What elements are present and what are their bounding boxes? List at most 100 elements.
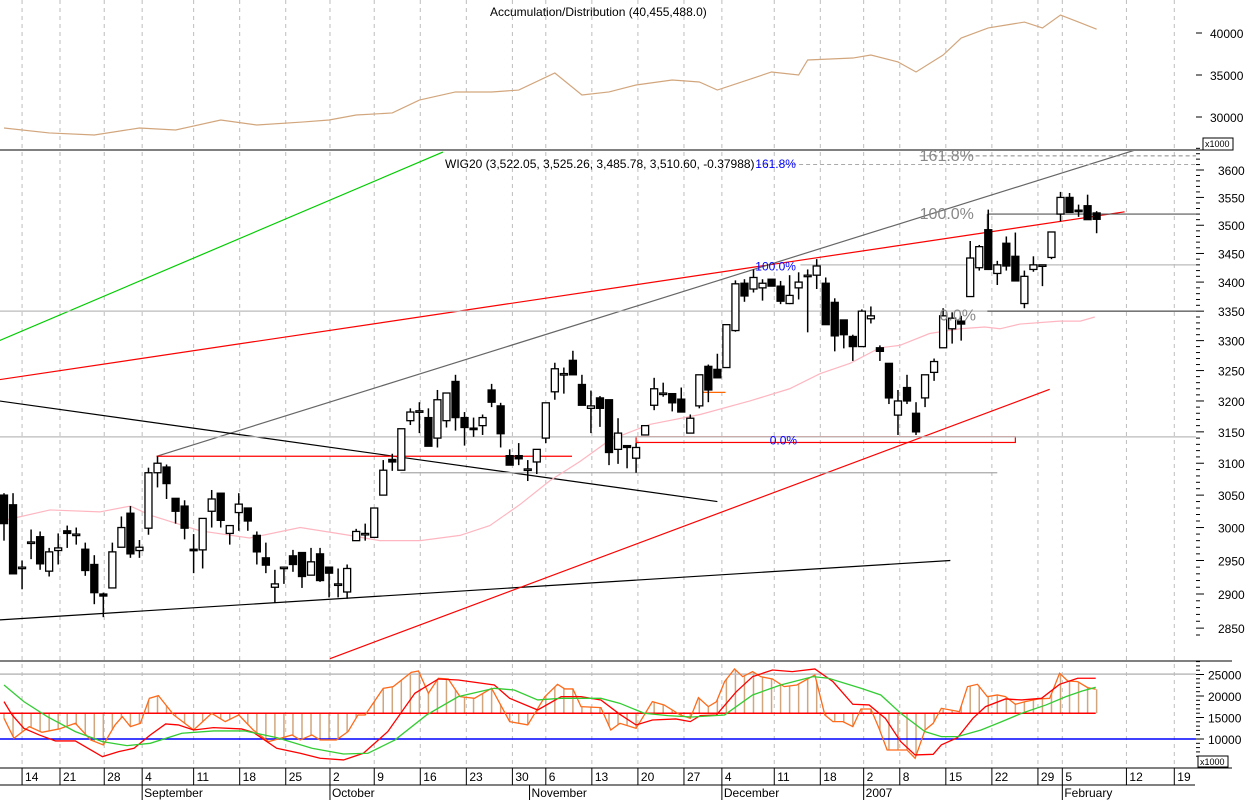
candle-down <box>677 398 686 413</box>
x-tick-label: 9 <box>377 770 384 784</box>
candle-up <box>550 368 559 393</box>
candle-down <box>514 455 523 460</box>
candle-up <box>695 374 704 407</box>
candle-up <box>523 468 532 472</box>
month-label: December <box>724 786 779 800</box>
candle-up <box>758 282 767 289</box>
candle-down <box>261 557 271 566</box>
candle-up <box>361 532 370 536</box>
candle-up <box>108 551 117 589</box>
candle-up <box>866 315 876 320</box>
candle-down <box>848 335 857 348</box>
candle-down <box>180 505 189 529</box>
candle-up <box>117 526 126 548</box>
x-tick-label: 8 <box>903 770 910 784</box>
candle-up <box>803 274 812 278</box>
candle-down <box>388 458 397 463</box>
candle-up <box>541 402 550 439</box>
candle-down <box>81 548 90 572</box>
candle-up <box>1029 264 1038 271</box>
fib-band <box>635 436 1016 444</box>
price-y-tick-label: 3450 <box>1218 247 1245 261</box>
osc-y-tick-label: 20000 <box>1208 690 1242 704</box>
x-tick-label: 18 <box>823 770 837 784</box>
x-tick-label: 14 <box>25 770 39 784</box>
candle-up <box>144 472 153 529</box>
candle-up <box>342 567 352 593</box>
candle-down <box>315 553 325 582</box>
candle-down <box>776 285 785 302</box>
price-plot: 161.8% 100.0% 0.0% 161.8% 100.0% 0.0% <box>0 151 1196 660</box>
candle-up <box>442 392 451 422</box>
candle-up <box>153 462 162 474</box>
candle-down <box>297 551 307 578</box>
candle-down <box>496 405 505 435</box>
candle-up <box>532 448 541 463</box>
x-tick-label: 15 <box>949 770 963 784</box>
price-y-tick-label: 3400 <box>1218 276 1245 290</box>
x-tick-label: 4 <box>145 770 152 784</box>
trendline <box>0 400 718 503</box>
price-y-tick-label: 3250 <box>1218 365 1245 379</box>
x-tick-label: 4 <box>725 770 732 784</box>
candle-down <box>451 380 460 419</box>
x-tick-label: 11 <box>777 770 790 784</box>
candle-up <box>478 416 487 427</box>
candle-up <box>198 517 207 551</box>
candle-down <box>324 566 334 574</box>
ad-y-tick-label: 40000 <box>1210 27 1244 41</box>
price-y-tick-label: 3000 <box>1218 522 1245 536</box>
price-y-tick-label: 3550 <box>1218 191 1245 205</box>
candle-up <box>397 428 406 471</box>
candle-up <box>993 264 1002 275</box>
candle-down <box>1011 255 1020 282</box>
oscillator-signal-line <box>3 668 1096 761</box>
candle-up <box>333 583 343 587</box>
candle-down <box>595 397 605 409</box>
candle-up <box>415 410 424 413</box>
candle-down <box>35 536 45 565</box>
candle-up <box>938 315 948 349</box>
trendline <box>0 559 951 621</box>
osc-y-tick-label: 10000 <box>1208 733 1242 747</box>
candle-up <box>1047 231 1056 259</box>
month-label: November <box>532 786 587 800</box>
candle-down <box>460 416 469 429</box>
candle-down <box>0 494 9 525</box>
oscillator-plot <box>0 667 1196 761</box>
x-tick-label: 23 <box>469 770 483 784</box>
candle-up <box>225 524 234 535</box>
x-tick-label: 5 <box>1065 770 1072 784</box>
x-tick-label: 19 <box>1177 770 1191 784</box>
candle-up <box>1020 275 1029 305</box>
candle-up <box>659 392 668 396</box>
candle-down <box>1002 242 1011 267</box>
candle-down <box>902 386 912 402</box>
candle-down <box>252 534 261 553</box>
candle-up <box>26 541 36 545</box>
price-y-tick-label: 3150 <box>1218 426 1245 440</box>
scale-box <box>1202 137 1234 151</box>
x-tick-label: 27 <box>687 770 701 784</box>
candle-up <box>406 411 415 422</box>
candle-down <box>171 497 180 512</box>
fib-label: 161.8% <box>755 157 796 171</box>
candle-down <box>830 301 839 337</box>
candle-down <box>884 362 894 399</box>
month-label: February <box>1064 786 1112 800</box>
x-tick-label: 6 <box>549 770 556 784</box>
price-y-tick-label: 3100 <box>1218 457 1245 471</box>
candle-up <box>650 388 659 406</box>
candle-up <box>920 374 930 399</box>
price-y-tick-label: 3050 <box>1218 489 1245 503</box>
candle-down <box>126 512 135 555</box>
candle-down <box>99 593 108 597</box>
trendline <box>0 211 1125 381</box>
candle-up <box>785 294 794 305</box>
candle-down <box>767 278 776 287</box>
candle-up <box>54 547 63 552</box>
candle-down <box>713 368 722 379</box>
price-y-tick-label: 3600 <box>1218 164 1245 178</box>
candle-down <box>875 347 885 353</box>
